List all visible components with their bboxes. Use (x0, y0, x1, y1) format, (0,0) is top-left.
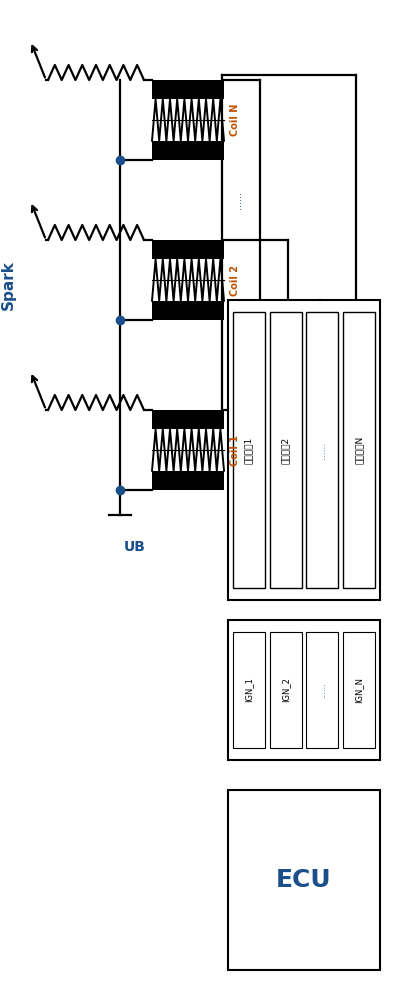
Bar (233, 312, 265, 588)
Bar (233, 632, 265, 748)
Bar (152, 240, 224, 259)
Bar (228, 790, 380, 970)
Text: Coil 1: Coil 1 (230, 434, 240, 466)
Text: Spark: Spark (0, 260, 16, 310)
Bar (152, 301, 224, 320)
Bar (270, 312, 302, 588)
Bar (152, 80, 224, 99)
Bar (306, 632, 338, 748)
Text: Coil N: Coil N (230, 104, 240, 136)
Bar (306, 312, 338, 588)
Bar (152, 471, 224, 490)
Bar (152, 141, 224, 160)
Bar (343, 632, 375, 748)
Text: 点火开关2: 点火开关2 (281, 436, 290, 464)
Text: Coil 2: Coil 2 (230, 264, 240, 296)
Text: 点火开关1: 点火开关1 (244, 436, 253, 464)
Text: IGN_N: IGN_N (355, 677, 364, 703)
Bar (270, 632, 302, 748)
Text: UB: UB (124, 540, 146, 554)
Text: ECU: ECU (276, 868, 332, 892)
Text: IGN_1: IGN_1 (244, 678, 253, 702)
Bar (228, 300, 380, 600)
Text: ......: ...... (318, 682, 327, 698)
Text: ......: ...... (318, 441, 327, 459)
Text: ......: ...... (233, 191, 243, 209)
Bar (152, 410, 224, 429)
Bar (228, 620, 380, 760)
Text: 点火开关N: 点火开关N (355, 436, 364, 464)
Text: IGN_2: IGN_2 (281, 678, 290, 702)
Bar (343, 312, 375, 588)
